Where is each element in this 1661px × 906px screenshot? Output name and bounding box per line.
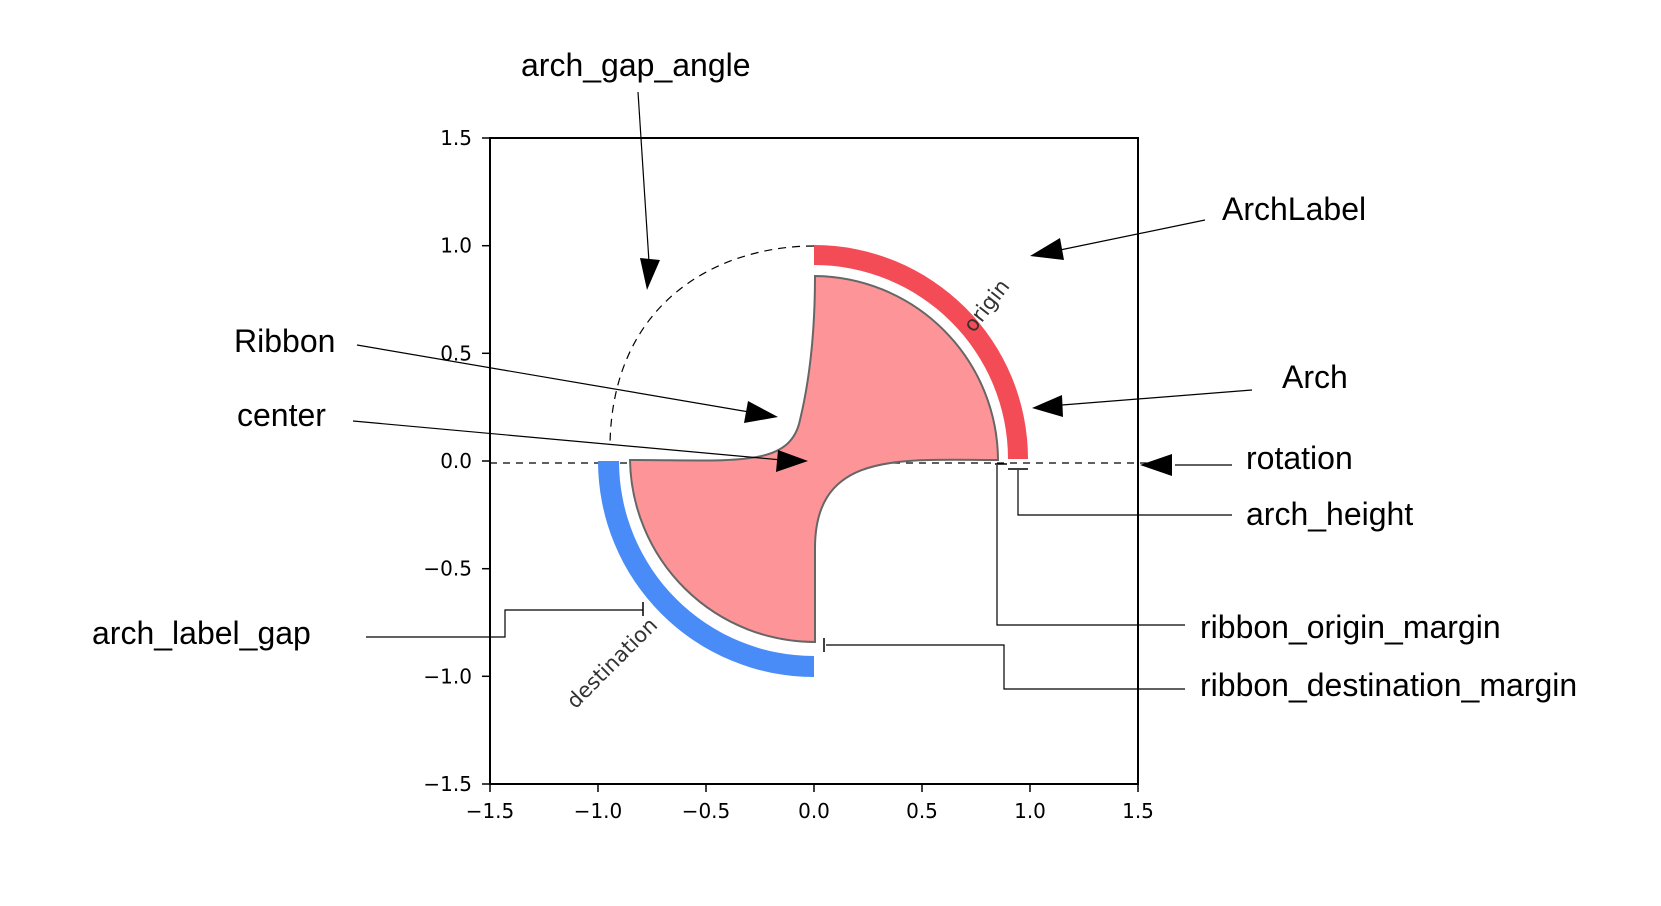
annotation-arch-label-gap: arch_label_gap bbox=[92, 615, 311, 651]
x-tick-label: −1.0 bbox=[574, 799, 623, 823]
x-tick-label: 1.5 bbox=[1122, 799, 1154, 823]
annotation-arch-label: ArchLabel bbox=[1222, 191, 1366, 227]
arch-label-origin: origin bbox=[959, 275, 1015, 337]
y-tick-label: 0.0 bbox=[440, 449, 472, 473]
annotation-rotation: rotation bbox=[1246, 440, 1353, 476]
annotation-arch-height: arch_height bbox=[1246, 496, 1413, 532]
annotation-arch-gap-angle: arch_gap_angle bbox=[521, 47, 751, 83]
x-tick-label: 0.0 bbox=[798, 799, 830, 823]
y-tick-label: 1.0 bbox=[440, 234, 472, 258]
y-tick-label: 0.5 bbox=[440, 341, 472, 365]
y-tick-label: −1.0 bbox=[423, 664, 472, 688]
x-tick-label: −1.5 bbox=[466, 799, 515, 823]
y-axis: 1.5 1.0 0.5 0.0 −0.5 −1.0 −1.5 bbox=[423, 126, 490, 796]
annotation-leaders bbox=[352, 91, 1253, 690]
annotation-ribbon: Ribbon bbox=[234, 323, 335, 359]
destination-arch bbox=[598, 461, 814, 677]
x-tick-label: 1.0 bbox=[1014, 799, 1046, 823]
arch-label-destination: destination bbox=[562, 613, 662, 713]
y-tick-label: −0.5 bbox=[423, 557, 472, 581]
x-tick-label: 0.5 bbox=[906, 799, 938, 823]
origin-arch bbox=[814, 245, 1028, 459]
annotation-ribbon-origin-margin: ribbon_origin_margin bbox=[1200, 609, 1501, 645]
ribbon-shape bbox=[628, 274, 1000, 644]
annotation-ribbon-destination-margin: ribbon_destination_margin bbox=[1200, 667, 1577, 703]
x-tick-label: −0.5 bbox=[682, 799, 731, 823]
annotation-arrowheads bbox=[640, 238, 1172, 476]
annotation-center: center bbox=[237, 397, 326, 433]
arch-gap-arc bbox=[609, 245, 815, 446]
y-tick-label: −1.5 bbox=[423, 772, 472, 796]
x-axis: −1.5 −1.0 −0.5 0.0 0.5 1.0 1.5 bbox=[466, 784, 1154, 823]
annotation-arch: Arch bbox=[1282, 359, 1348, 395]
y-tick-label: 1.5 bbox=[440, 126, 472, 150]
